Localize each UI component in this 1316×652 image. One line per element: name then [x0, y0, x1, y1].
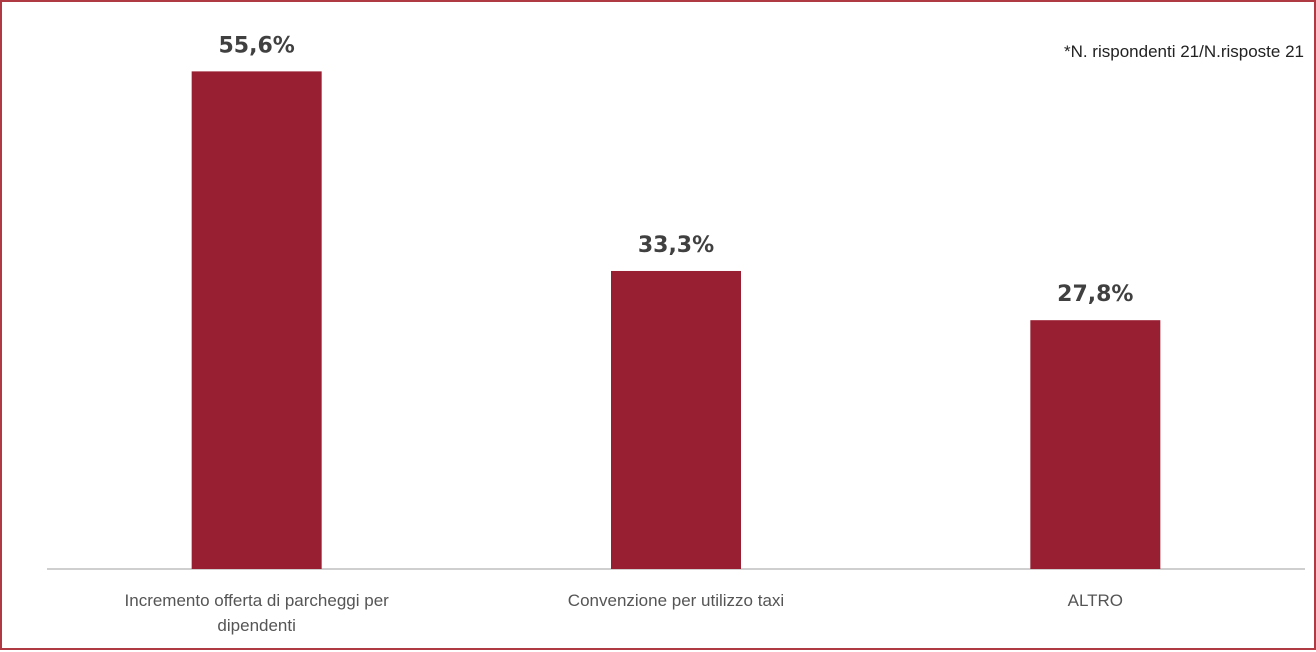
bar-3 — [1030, 320, 1161, 569]
category-label-2: Convenzione per utilizzo taxi — [568, 591, 784, 610]
bar-1 — [191, 71, 322, 569]
respondents-note: *N. rispondenti 21/N.risposte 21 — [1063, 42, 1304, 61]
value-label-3: 27,8% — [1057, 282, 1133, 307]
value-label-2: 33,3% — [638, 233, 714, 258]
category-label-3: ALTRO — [1068, 591, 1123, 610]
category-label-line: Convenzione per utilizzo taxi — [568, 591, 784, 610]
category-label-1: Incremento offerta di parcheggi per dipen… — [125, 591, 390, 635]
value-label-1: 55,6% — [219, 33, 295, 58]
bar-2 — [611, 270, 741, 569]
category-label-line: ALTRO — [1068, 591, 1123, 610]
category-label-line: dipendenti — [217, 616, 295, 635]
category-label-line: Incremento offerta di parcheggi per — [125, 591, 390, 610]
